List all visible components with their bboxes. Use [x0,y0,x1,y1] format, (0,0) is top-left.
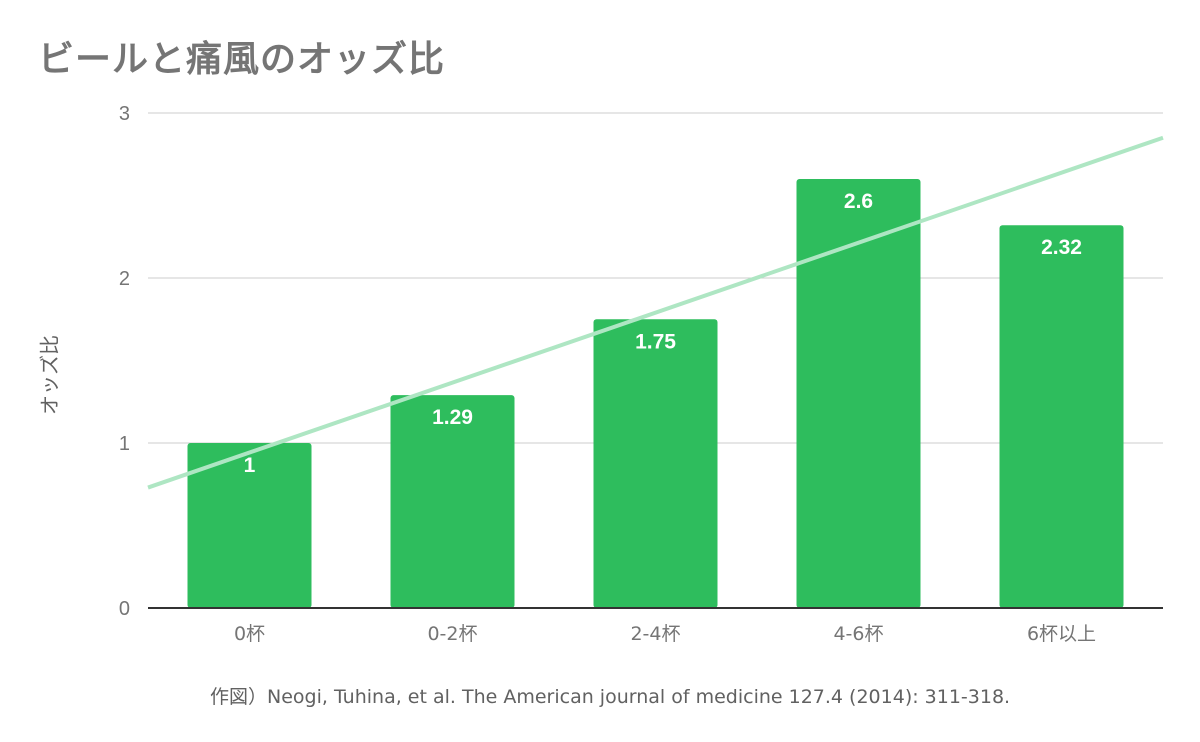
y-tick-label: 3 [119,103,130,125]
bar-value-labels: 1 1.29 1.75 2.6 2.32 [244,190,1082,477]
bar [796,179,921,608]
y-tick-label: 1 [119,433,130,455]
x-tick-label: 2-4杯 [630,623,680,645]
bar [390,395,515,608]
bars [187,179,1124,608]
chart-title: ビールと痛風のオッズ比 [38,39,446,80]
x-tick-label: 0杯 [234,623,265,645]
bar [187,443,312,608]
bar-value-label: 2.6 [844,190,873,213]
x-tick-label: 6杯以上 [1027,623,1096,645]
trendline [147,135,1164,490]
bar-value-label: 1 [244,454,256,477]
x-tick-label: 0-2杯 [427,623,477,645]
y-tick-label: 0 [119,598,130,620]
x-axis-labels: 0杯 0-2杯 2-4杯 4-6杯 6杯以上 [234,623,1096,645]
x-tick-label: 4-6杯 [833,623,883,645]
bar-value-label: 1.29 [432,406,473,429]
y-tick-label: 2 [119,268,130,290]
source-citation: 作図）Neogi, Tuhina, et al. The American jo… [210,686,1011,708]
y-axis-ticks: 0 1 2 3 [119,103,130,620]
bar [593,319,718,608]
bar [999,225,1124,608]
bar-value-label: 1.75 [635,330,676,353]
bar-value-label: 2.32 [1041,236,1082,259]
trendline-group [147,135,1164,490]
